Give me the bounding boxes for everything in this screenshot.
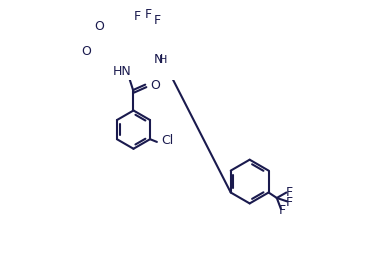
Text: H: H	[159, 55, 167, 65]
Text: F: F	[285, 196, 293, 209]
Text: F: F	[279, 204, 286, 217]
Text: F: F	[285, 186, 293, 199]
Text: Cl: Cl	[161, 134, 173, 147]
Text: O: O	[81, 45, 91, 58]
Text: F: F	[133, 10, 141, 23]
Text: N: N	[154, 53, 164, 66]
Text: F: F	[144, 8, 152, 21]
Text: F: F	[154, 14, 161, 27]
Text: HN: HN	[113, 65, 132, 78]
Text: O: O	[150, 80, 160, 92]
Text: O: O	[94, 20, 104, 33]
